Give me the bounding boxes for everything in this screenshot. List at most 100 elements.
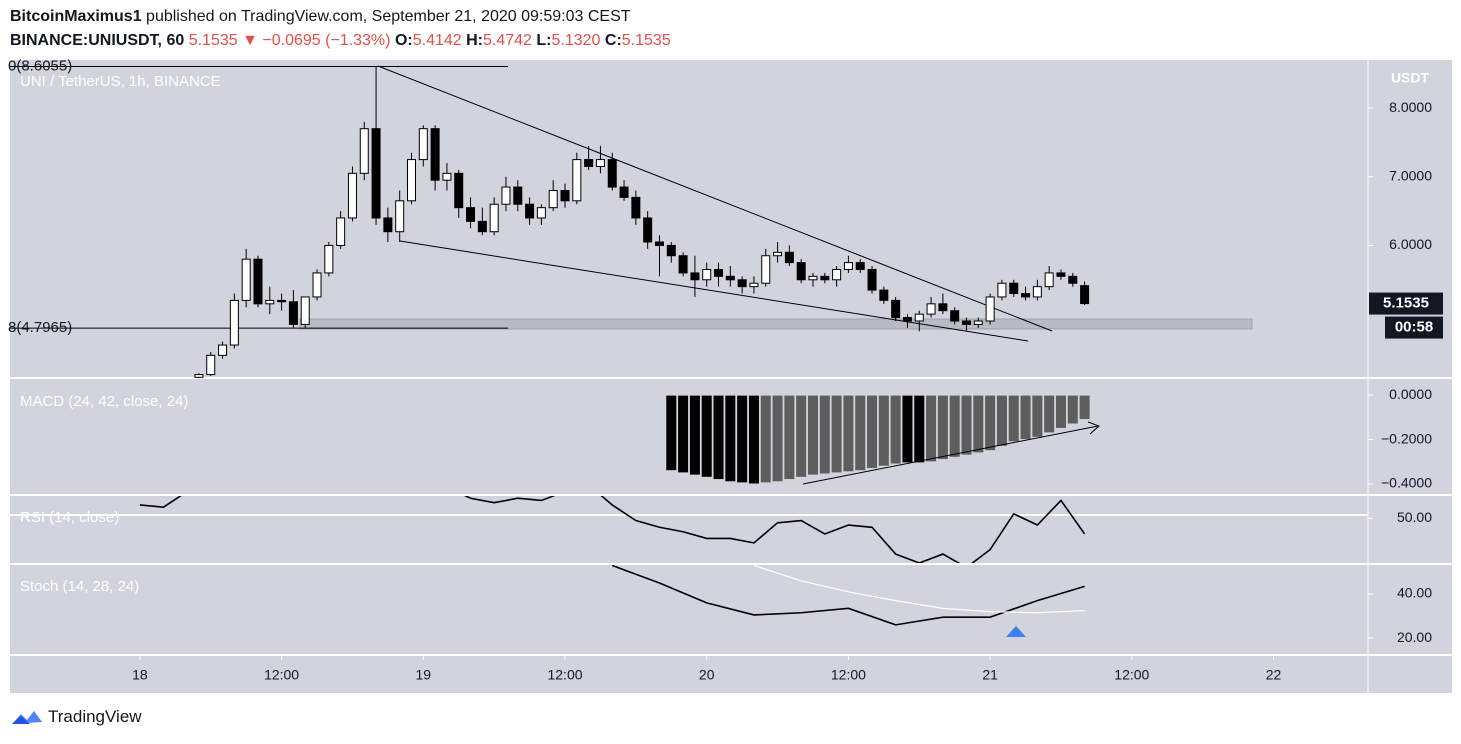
candle-body <box>383 217 393 233</box>
macd-bar <box>700 394 713 478</box>
logo <box>12 711 42 724</box>
published: published on TradingView.com, September … <box>146 8 631 25</box>
x-tick-label: 20 <box>699 667 715 683</box>
candle-body <box>288 301 298 325</box>
macd-bar <box>972 394 985 454</box>
last: 5.1535 <box>188 32 238 49</box>
candle-body <box>1080 285 1090 305</box>
candle-body <box>962 320 972 325</box>
candle-body <box>418 128 428 161</box>
candle-body <box>1032 286 1042 298</box>
candle-body <box>773 251 783 257</box>
pane-title: MACD (24, 42, close, 24) <box>20 393 188 410</box>
candle-body <box>808 275 818 281</box>
footer: TradingView <box>10 706 142 728</box>
change: −0.0695 (−1.33%) <box>262 32 391 49</box>
macd-bar <box>688 394 701 476</box>
trend-arrow <box>802 425 1099 485</box>
macd-bar <box>925 394 938 463</box>
macd-bar <box>1031 394 1044 438</box>
open: 5.4142 <box>412 32 462 49</box>
candle-body <box>454 172 464 209</box>
axis-label: USDT <box>1391 70 1430 86</box>
macd-bar <box>712 394 725 481</box>
candle-body <box>442 172 452 181</box>
macd-bar <box>677 394 690 474</box>
macd-bar <box>736 394 749 484</box>
pane-title: UNI / TetherUS, 1h, BINANCE <box>20 73 221 90</box>
candle-body <box>654 241 664 246</box>
candle-body <box>855 262 865 270</box>
candle-body <box>477 220 487 233</box>
x-tick-label: 12:00 <box>831 667 866 683</box>
header: BitcoinMaximus1 published on TradingView… <box>10 5 671 53</box>
candle-body <box>572 159 582 202</box>
candle-body <box>525 203 535 219</box>
candle-body <box>879 289 889 301</box>
candle-body <box>1021 293 1031 298</box>
candle-body <box>548 189 558 209</box>
price-tag-label: 5.1535 <box>1383 295 1429 312</box>
pane-title: Stoch (14, 28, 24) <box>20 578 139 595</box>
macd-bar <box>842 394 855 473</box>
pane-title: RSI (14, close) <box>20 509 119 526</box>
x-tick-label: 12:00 <box>547 667 582 683</box>
candle-body <box>631 196 641 219</box>
candle-body <box>395 200 405 233</box>
support-zone <box>299 318 1253 330</box>
macd-bar <box>1007 394 1020 443</box>
macd-bar <box>1078 394 1091 421</box>
price-tag <box>1369 292 1443 315</box>
y-tick-label: 7.0000 <box>1389 167 1432 183</box>
candle-body <box>914 313 924 322</box>
macd-pane <box>665 394 1091 485</box>
candle-body <box>489 203 499 233</box>
o-label: O: <box>394 32 413 49</box>
candle-body <box>595 159 605 167</box>
candle-body <box>796 262 806 281</box>
candle-body <box>678 255 688 274</box>
x-tick-label: 21 <box>982 667 998 683</box>
candle-body <box>1068 275 1078 284</box>
candle-body <box>1009 282 1019 295</box>
x-tick-label: 18 <box>132 667 148 683</box>
macd-bar <box>665 394 678 472</box>
candle-body <box>336 217 346 246</box>
macd-bar <box>818 394 831 475</box>
macd-bar <box>960 394 973 456</box>
candle-body <box>902 317 912 322</box>
macd-bar <box>1066 394 1079 425</box>
candle-body <box>536 207 546 219</box>
stoch-pane <box>611 565 1085 626</box>
candle-body <box>194 374 204 378</box>
candle-body <box>714 268 724 277</box>
candle-body <box>371 128 381 219</box>
price-pane <box>10 65 1253 378</box>
macd-bar <box>866 394 879 469</box>
trendline <box>399 240 1029 342</box>
y-tick-label: 50.00 <box>1397 509 1432 525</box>
x-tick-label: 12:00 <box>1114 667 1149 683</box>
rsi-pane <box>139 496 1086 563</box>
candle-body <box>950 310 960 322</box>
candle-body <box>973 320 983 325</box>
y-tick-label: 0.0000 <box>1389 386 1432 402</box>
candle-body <box>265 299 275 305</box>
candle-body <box>300 296 310 325</box>
trendline <box>377 65 1053 332</box>
macd-bar <box>901 394 914 464</box>
candle-body <box>725 275 735 281</box>
macd-bar <box>936 394 949 461</box>
macd-bar <box>1054 394 1067 429</box>
candle-body <box>347 172 357 219</box>
candle-body <box>324 244 334 274</box>
macd-bar <box>948 394 961 458</box>
brand: TradingView <box>48 707 142 726</box>
x-tick-label: 19 <box>416 667 432 683</box>
fib-label: 0(8.6055) <box>8 57 72 74</box>
macd-bar <box>771 394 784 483</box>
author: BitcoinMaximus1 <box>10 8 142 25</box>
macd-bar <box>747 394 760 485</box>
y-tick-label: −0.2000 <box>1381 430 1432 446</box>
